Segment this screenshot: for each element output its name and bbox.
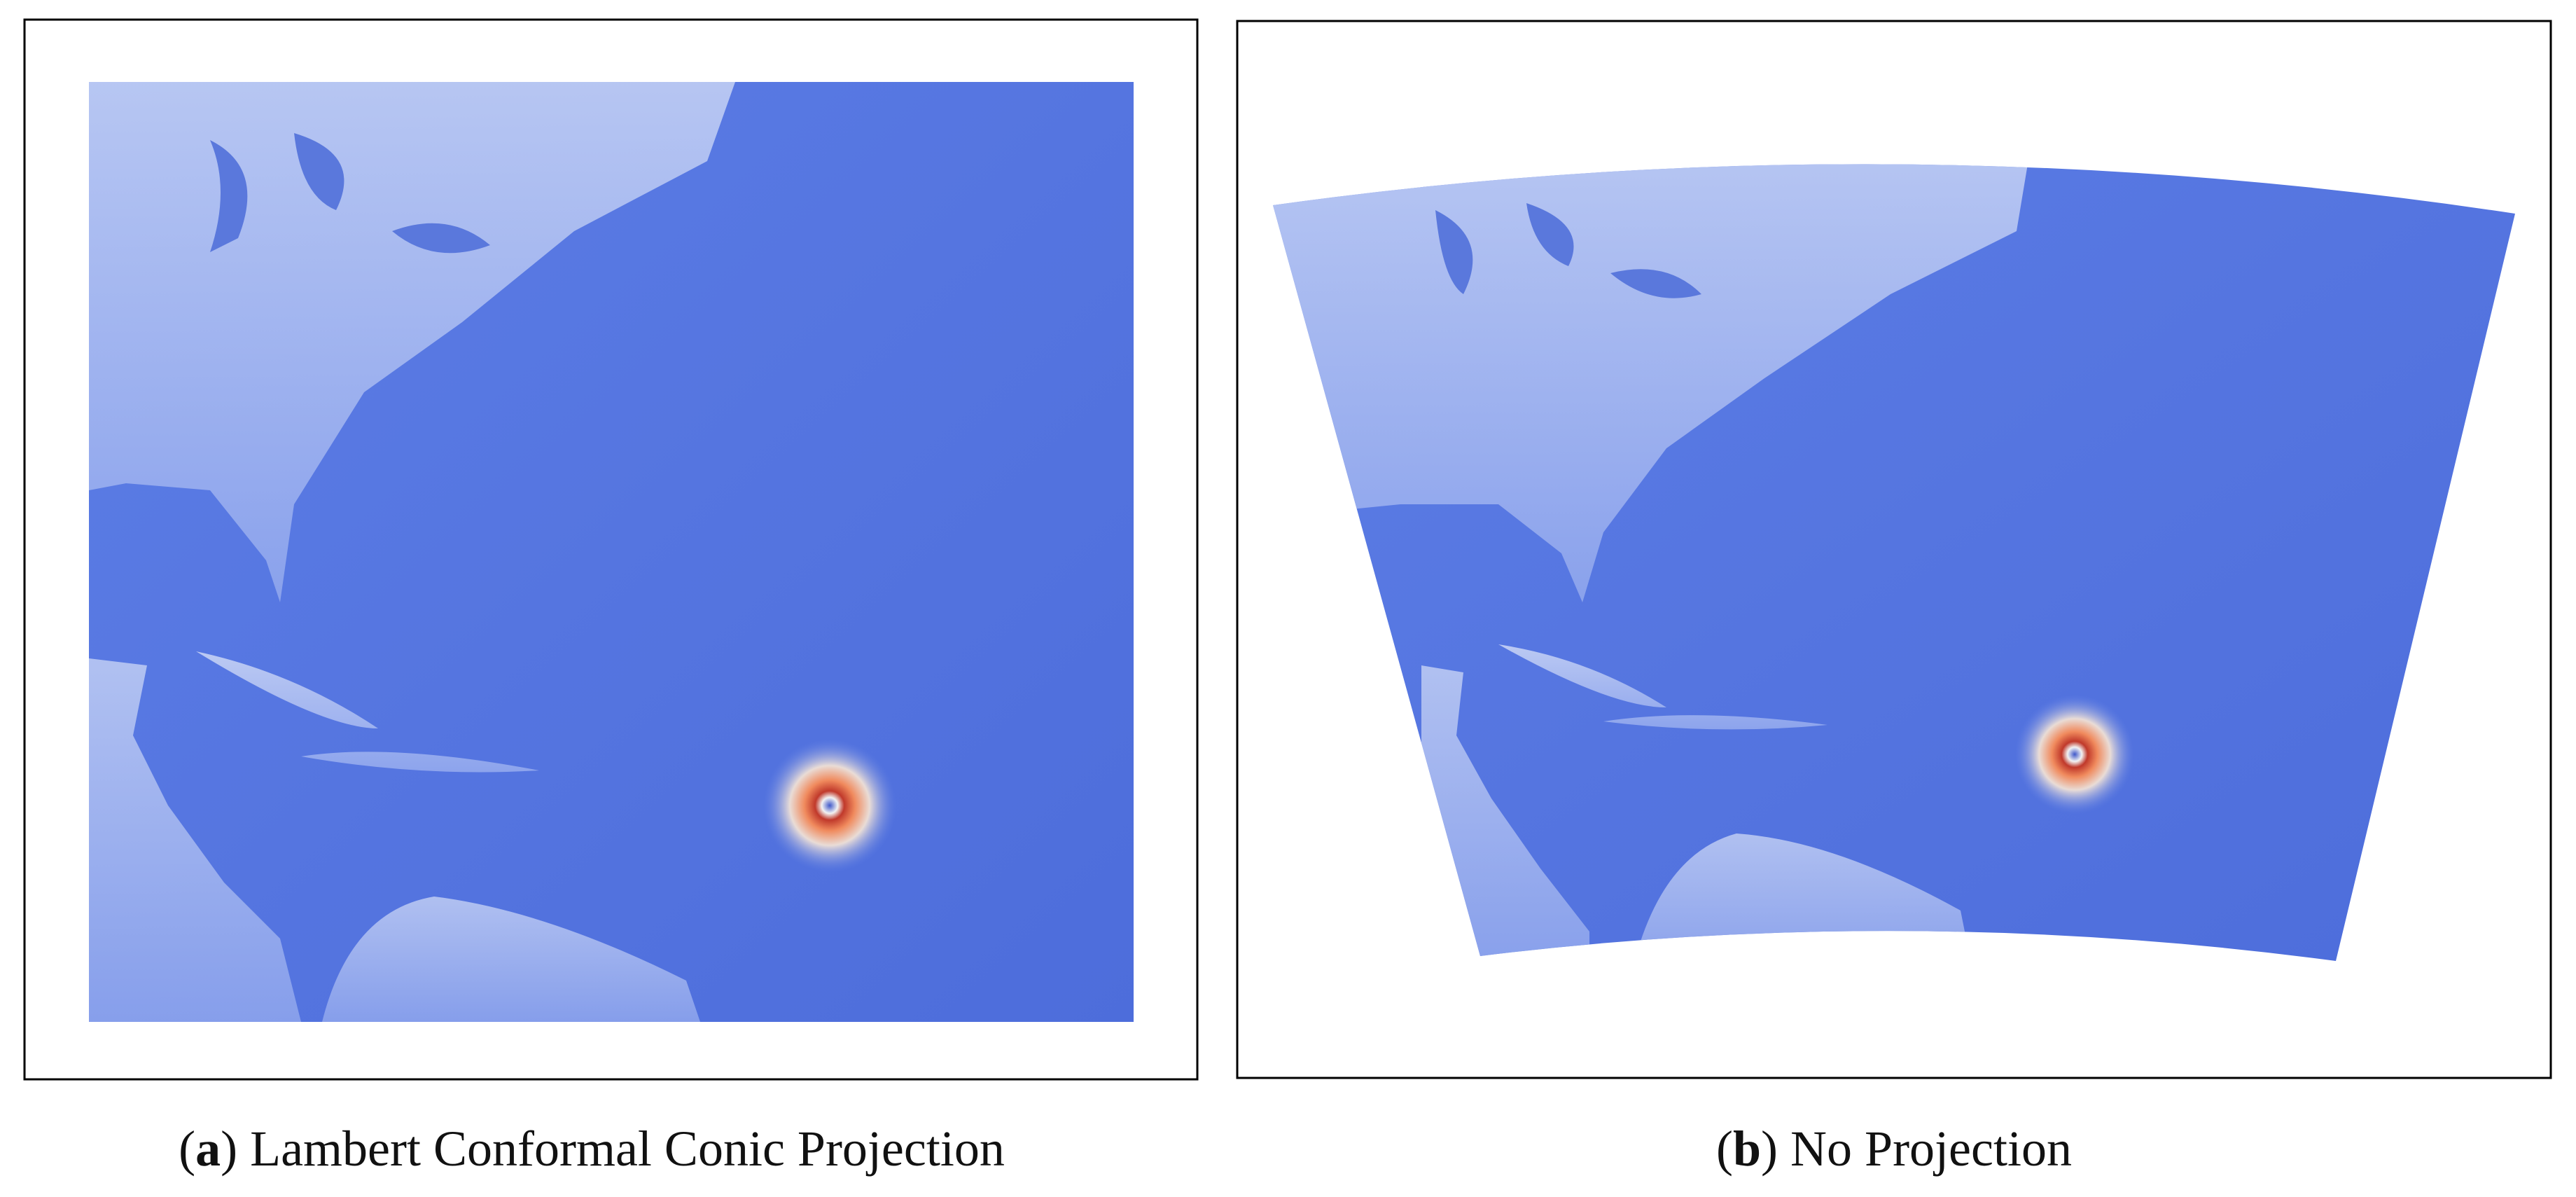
panel-frame (1236, 20, 2552, 1079)
caption-label: a (195, 1121, 221, 1177)
caption-part: ( (179, 1121, 195, 1177)
caption-label: b (1733, 1121, 1761, 1177)
map-image (89, 82, 1134, 1022)
caption: (b) No Projection (1716, 1121, 2072, 1177)
panel-frame (23, 18, 1199, 1081)
caption-text: ) No Projection (1761, 1121, 2072, 1177)
caption-part: ( (1716, 1121, 1733, 1177)
map-image (1273, 164, 2515, 961)
caption: (a) Lambert Conformal Conic Projection (179, 1121, 1005, 1177)
caption-text: ) Lambert Conformal Conic Projection (221, 1121, 1005, 1177)
